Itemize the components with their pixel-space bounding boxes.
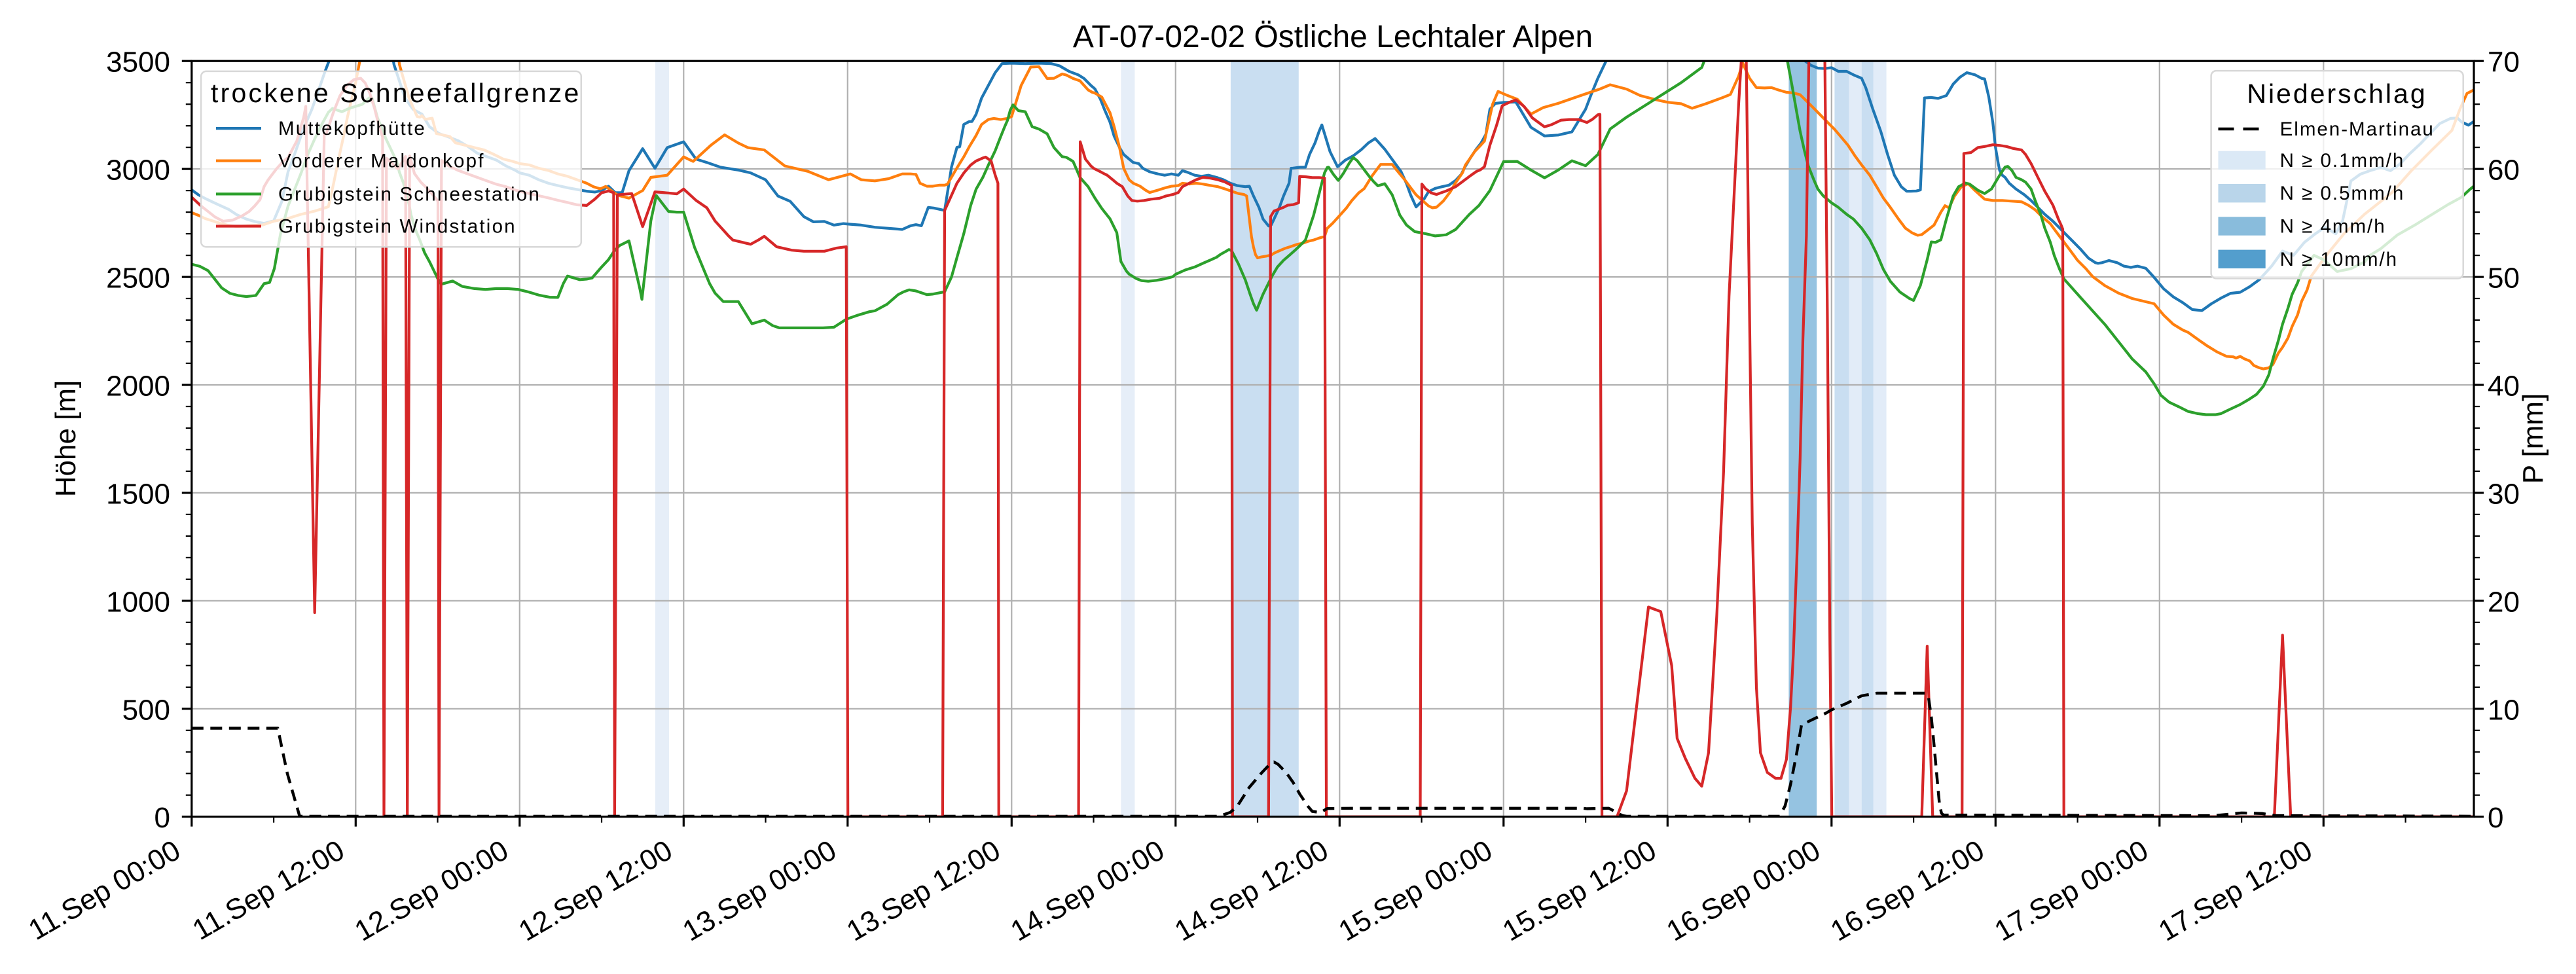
- svg-text:trockene Schneefallgrenze: trockene Schneefallgrenze: [211, 78, 581, 108]
- svg-text:60: 60: [2488, 154, 2520, 187]
- svg-text:0: 0: [154, 802, 170, 834]
- svg-text:3000: 3000: [106, 154, 170, 187]
- svg-text:Grubigstein Schneestation: Grubigstein Schneestation: [278, 183, 541, 205]
- svg-text:Höhe [m]: Höhe [m]: [50, 380, 82, 497]
- svg-text:N ≥ 0.1mm/h: N ≥ 0.1mm/h: [2280, 150, 2405, 171]
- svg-text:N ≥ 0.5mm/h: N ≥ 0.5mm/h: [2280, 183, 2405, 204]
- svg-text:30: 30: [2488, 478, 2520, 510]
- svg-text:70: 70: [2488, 46, 2520, 79]
- svg-text:2500: 2500: [106, 262, 170, 295]
- svg-text:Grubigstein Windstation: Grubigstein Windstation: [278, 216, 517, 238]
- svg-text:Vorderer Maldonkopf: Vorderer Maldonkopf: [278, 151, 485, 172]
- svg-text:Muttekopfhütte: Muttekopfhütte: [278, 118, 426, 139]
- svg-text:1000: 1000: [106, 586, 170, 618]
- svg-text:50: 50: [2488, 262, 2520, 295]
- svg-text:10: 10: [2488, 694, 2520, 726]
- svg-text:Elmen-Martinau: Elmen-Martinau: [2280, 118, 2435, 140]
- svg-text:N ≥ 4mm/h: N ≥ 4mm/h: [2280, 216, 2386, 238]
- svg-text:2000: 2000: [106, 370, 170, 403]
- svg-text:P [mm]: P [mm]: [2517, 393, 2549, 484]
- svg-text:N ≥ 10mm/h: N ≥ 10mm/h: [2280, 249, 2398, 270]
- svg-text:0: 0: [2488, 802, 2503, 834]
- svg-text:20: 20: [2488, 586, 2520, 618]
- svg-text:500: 500: [122, 694, 170, 726]
- svg-text:AT-07-02-02 Östliche Lechtaler: AT-07-02-02 Östliche Lechtaler Alpen: [1073, 20, 1593, 54]
- svg-text:1500: 1500: [106, 478, 170, 510]
- svg-text:Niederschlag: Niederschlag: [2247, 79, 2427, 109]
- svg-text:3500: 3500: [106, 46, 170, 79]
- svg-text:40: 40: [2488, 370, 2520, 403]
